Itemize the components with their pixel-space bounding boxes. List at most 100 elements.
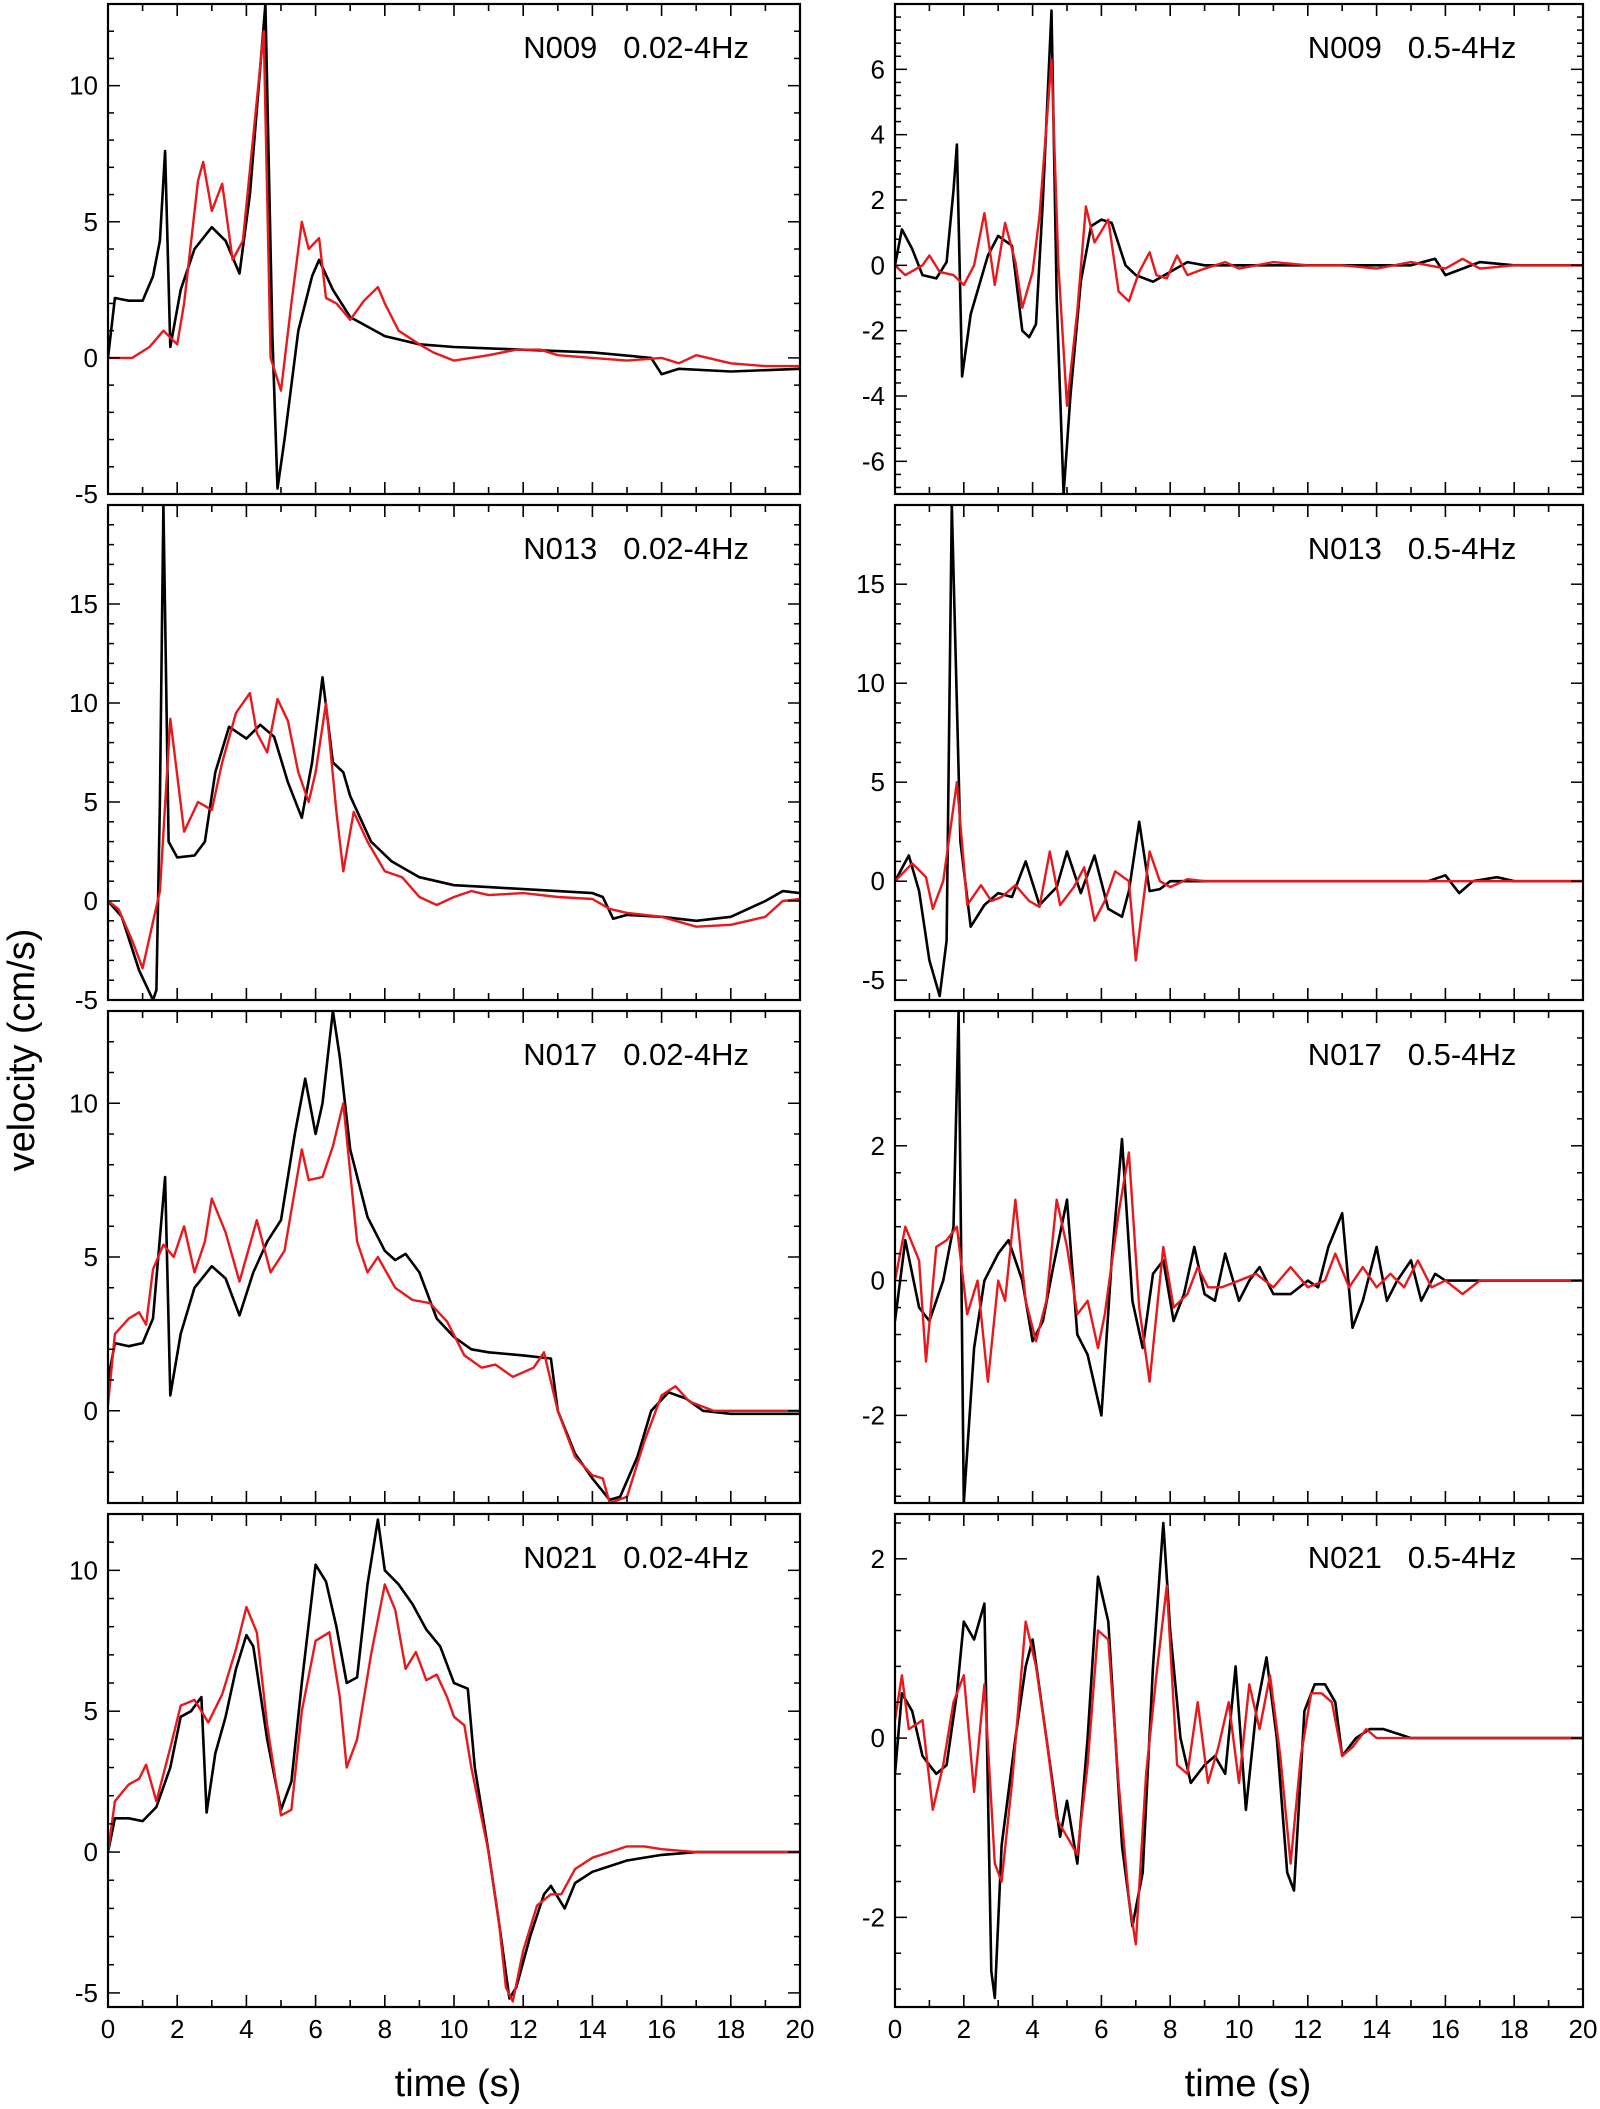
station-label: N017	[523, 1037, 597, 1072]
x-axis-title-right: time (s)	[1185, 2063, 1312, 2105]
x-tick-label: 12	[509, 2014, 538, 2044]
y-tick-label: 4	[871, 120, 885, 150]
y-tick-label: 0	[84, 886, 98, 916]
simulated-series-line	[895, 781, 1583, 962]
y-tick-label: 0	[871, 1723, 885, 1753]
station-label: N021	[1308, 1540, 1382, 1575]
x-tick-label: 20	[786, 2014, 815, 2044]
y-tick-label: -5	[75, 985, 98, 1015]
x-tick-label: 18	[716, 2014, 745, 2044]
y-tick-label: -2	[862, 316, 885, 346]
x-tick-label: 6	[1094, 2014, 1108, 2044]
panel-n021-highpass: 0 2 4 6 8 10 12 14 16 18 20 -2 0 2 N021 0.5-4Hz	[862, 1512, 1598, 2044]
recorded-series-line	[108, 4, 800, 490]
x-tick-label: 8	[378, 2014, 392, 2044]
band-label: 0.5-4Hz	[1408, 1540, 1517, 1575]
y-tick-label: 6	[871, 54, 885, 84]
station-label: N013	[523, 531, 597, 566]
y-tick-label: 2	[871, 185, 885, 215]
y-tick-label: 2	[871, 1131, 885, 1161]
simulated-series-line	[108, 30, 800, 392]
y-tick-label: 5	[84, 787, 98, 817]
plot-frame	[106, 1512, 802, 2009]
y-tick-label: -2	[862, 1400, 885, 1430]
y-tick-label: 0	[84, 1396, 98, 1426]
station-label: N009	[1308, 30, 1382, 65]
y-tick-label: 10	[69, 1088, 98, 1118]
band-label: 0.5-4Hz	[1408, 30, 1517, 65]
station-label: N009	[523, 30, 597, 65]
station-label: N021	[523, 1540, 597, 1575]
x-tick-label: 12	[1293, 2014, 1322, 2044]
x-tick-label: 0	[888, 2014, 902, 2044]
x-tick-label: 10	[1225, 2014, 1254, 2044]
panel-n009-broadband: -5 0 5 10 N009 0.02-4Hz	[69, 2, 802, 509]
x-tick-label: 2	[170, 2014, 184, 2044]
x-tick-label: 2	[957, 2014, 971, 2044]
x-tick-label: 10	[440, 2014, 469, 2044]
band-label: 0.5-4Hz	[1408, 531, 1517, 566]
x-tick-label: 16	[1431, 2014, 1460, 2044]
simulated-series-line	[108, 1583, 800, 2003]
y-tick-label: 5	[84, 1696, 98, 1726]
station-label: N017	[1308, 1037, 1382, 1072]
y-tick-label: 15	[856, 569, 885, 599]
y-tick-label: -5	[75, 1978, 98, 2008]
y-tick-label: 0	[871, 250, 885, 280]
recorded-series-line	[108, 1011, 800, 1502]
recorded-series-line	[895, 1011, 1583, 1503]
x-tick-label: 16	[647, 2014, 676, 2044]
y-tick-label: -4	[862, 381, 885, 411]
band-label: 0.02-4Hz	[623, 30, 749, 65]
x-tick-label: 4	[239, 2014, 253, 2044]
x-tick-label: 20	[1569, 2014, 1598, 2044]
y-axis-title: velocity (cm/s)	[1, 929, 43, 1172]
y-tick-label: 0	[871, 866, 885, 896]
plot-frame	[106, 2, 802, 496]
x-tick-label: 6	[308, 2014, 322, 2044]
y-tick-label: 2	[871, 1544, 885, 1574]
panel-n013-broadband: -5 0 5 10 15 N013 0.02-4Hz	[69, 503, 802, 1015]
y-tick-label: 0	[871, 1266, 885, 1296]
y-tick-label: 10	[856, 668, 885, 698]
y-tick-label: 0	[84, 1837, 98, 1867]
band-label: 0.02-4Hz	[623, 1540, 749, 1575]
plot-frame	[893, 1009, 1585, 1505]
panel-n017-highpass: -2 0 2 N017 0.5-4Hz	[862, 1009, 1585, 1505]
simulated-series-line	[895, 1584, 1583, 1946]
y-tick-label: 5	[84, 1242, 98, 1272]
x-tick-label: 14	[578, 2014, 607, 2044]
y-tick-label: -6	[862, 446, 885, 476]
x-tick-label: 18	[1500, 2014, 1529, 2044]
band-label: 0.5-4Hz	[1408, 1037, 1517, 1072]
plot-frame	[893, 503, 1585, 1002]
x-tick-label: 14	[1362, 2014, 1391, 2044]
x-tick-label: 4	[1025, 2014, 1039, 2044]
y-tick-label: 5	[871, 767, 885, 797]
simulated-series-line	[895, 1151, 1583, 1383]
y-tick-label: -5	[862, 965, 885, 995]
y-tick-label: 15	[69, 589, 98, 619]
band-label: 0.02-4Hz	[623, 531, 749, 566]
simulated-series-line	[108, 1102, 800, 1503]
recorded-series-line	[895, 9, 1583, 494]
y-tick-label: 10	[69, 1555, 98, 1585]
y-tick-label: 10	[69, 688, 98, 718]
simulated-series-line	[895, 58, 1583, 407]
x-tick-label: 0	[101, 2014, 115, 2044]
simulated-series-line	[108, 691, 800, 970]
panel-n017-broadband: 0 5 10 N017 0.02-4Hz	[69, 1009, 802, 1505]
y-tick-label: 5	[84, 207, 98, 237]
panel-n009-highpass: -6 -4 -2 0 2 4 6 N009 0.5-4Hz	[862, 2, 1585, 496]
y-tick-label: -2	[862, 1902, 885, 1932]
recorded-series-line	[895, 1521, 1583, 2000]
plot-frame	[893, 2, 1585, 496]
y-tick-label: -5	[75, 479, 98, 509]
recorded-series-line	[108, 1518, 800, 2000]
plot-frame	[106, 1009, 802, 1505]
x-tick-label: 8	[1163, 2014, 1177, 2044]
y-tick-label: 0	[84, 343, 98, 373]
